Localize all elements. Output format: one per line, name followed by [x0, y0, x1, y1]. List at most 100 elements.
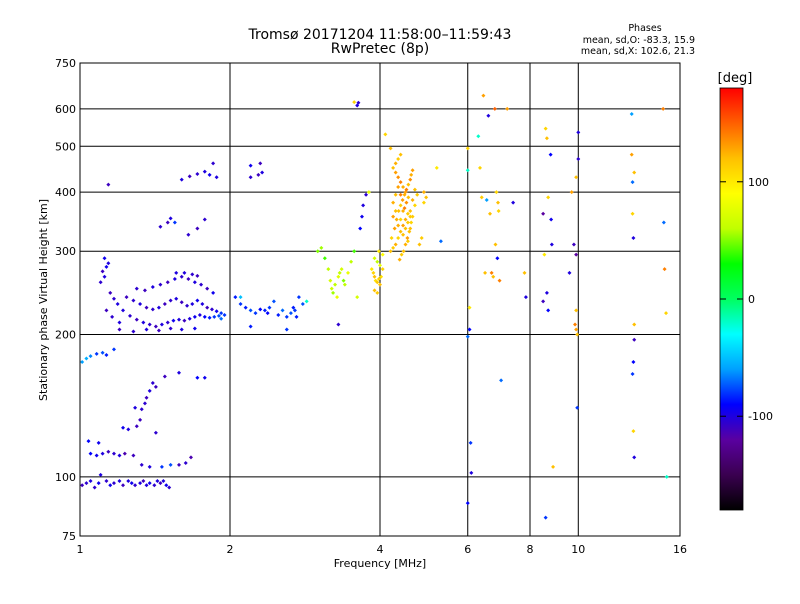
chart-title: Tromsø 20171204 11:58:00–11:59:43: [248, 27, 512, 43]
data-point: [380, 252, 385, 257]
data-point: [86, 439, 91, 444]
data-point: [492, 106, 497, 111]
data-point: [541, 299, 546, 304]
data-point: [573, 322, 578, 327]
data-point: [405, 220, 410, 225]
data-point: [375, 290, 380, 295]
data-point: [248, 308, 253, 313]
data-point: [438, 239, 443, 244]
data-point: [258, 161, 263, 166]
data-point: [366, 190, 371, 195]
data-point: [404, 187, 409, 192]
data-point: [396, 175, 401, 180]
data-point: [141, 479, 146, 484]
data-point: [499, 378, 504, 383]
data-point: [356, 100, 361, 105]
data-point: [122, 451, 127, 456]
data-point: [192, 326, 197, 331]
plot-frame: [79, 62, 681, 537]
data-point: [176, 317, 181, 322]
data-point: [153, 384, 158, 389]
data-point: [401, 232, 406, 237]
data-point: [96, 481, 101, 486]
stats-line-x: mean, sd,X: 102.6, 21.3: [581, 46, 695, 57]
data-point: [96, 440, 101, 445]
data-point: [222, 312, 227, 317]
data-point: [543, 126, 548, 131]
data-point: [104, 479, 109, 484]
data-point: [144, 483, 149, 488]
data-point: [333, 282, 338, 287]
data-point: [405, 235, 410, 240]
data-point: [434, 165, 439, 170]
data-point: [468, 440, 473, 445]
x-tick-label: 2: [227, 543, 234, 556]
data-point: [408, 208, 413, 213]
data-point: [376, 277, 381, 282]
data-point: [549, 217, 554, 222]
data-point: [371, 270, 376, 275]
data-point: [396, 185, 401, 190]
data-point: [165, 280, 170, 285]
stats-line-o: mean, sd,O: -83.3, 15.9: [583, 35, 695, 46]
data-point: [84, 481, 89, 486]
data-point: [632, 337, 637, 342]
data-point: [405, 211, 410, 216]
data-point: [661, 106, 666, 111]
data-point: [398, 152, 403, 157]
data-point: [632, 455, 637, 460]
data-point: [576, 157, 581, 162]
data-point: [179, 300, 184, 305]
data-point: [403, 242, 408, 247]
data-point: [567, 270, 572, 275]
data-point: [108, 290, 113, 295]
data-point: [195, 298, 200, 303]
data-point: [410, 214, 415, 219]
data-point: [393, 170, 398, 175]
data-point: [111, 451, 116, 456]
data-point: [156, 305, 161, 310]
data-point: [121, 483, 126, 488]
data-point: [410, 197, 415, 202]
data-point: [412, 187, 417, 192]
data-point: [179, 177, 184, 182]
data-point: [284, 327, 289, 332]
data-point: [139, 462, 144, 467]
data-point: [396, 223, 401, 228]
data-point: [399, 252, 404, 257]
data-point: [378, 282, 382, 287]
data-point: [396, 208, 401, 213]
data-point: [192, 280, 197, 285]
data-point: [104, 264, 109, 269]
data-point: [133, 405, 138, 410]
data-point: [548, 152, 553, 157]
data-point: [171, 318, 176, 323]
data-point: [389, 235, 394, 240]
data-point: [329, 286, 334, 291]
data-point: [488, 211, 493, 216]
data-point: [155, 479, 160, 484]
data-point: [207, 315, 212, 320]
data-point: [393, 208, 398, 213]
data-point: [214, 309, 219, 314]
x-tick-labels: 1 2 4 6 8 10 16: [77, 543, 688, 556]
data-point: [110, 314, 115, 319]
data-point: [144, 327, 149, 332]
data-point: [106, 261, 111, 266]
data-point: [345, 270, 350, 275]
data-point: [111, 296, 116, 301]
data-point: [408, 214, 413, 219]
data-point: [542, 252, 547, 257]
data-point: [403, 217, 408, 222]
data-point: [664, 474, 669, 479]
data-point: [202, 314, 207, 319]
data-point: [391, 165, 396, 170]
y-tick-label: 100: [55, 471, 76, 484]
data-point: [153, 430, 158, 435]
data-point: [388, 249, 393, 254]
data-point: [497, 278, 502, 283]
data-point: [400, 197, 405, 202]
data-point: [391, 214, 396, 219]
data-point: [397, 257, 402, 262]
data-point: [92, 485, 97, 490]
